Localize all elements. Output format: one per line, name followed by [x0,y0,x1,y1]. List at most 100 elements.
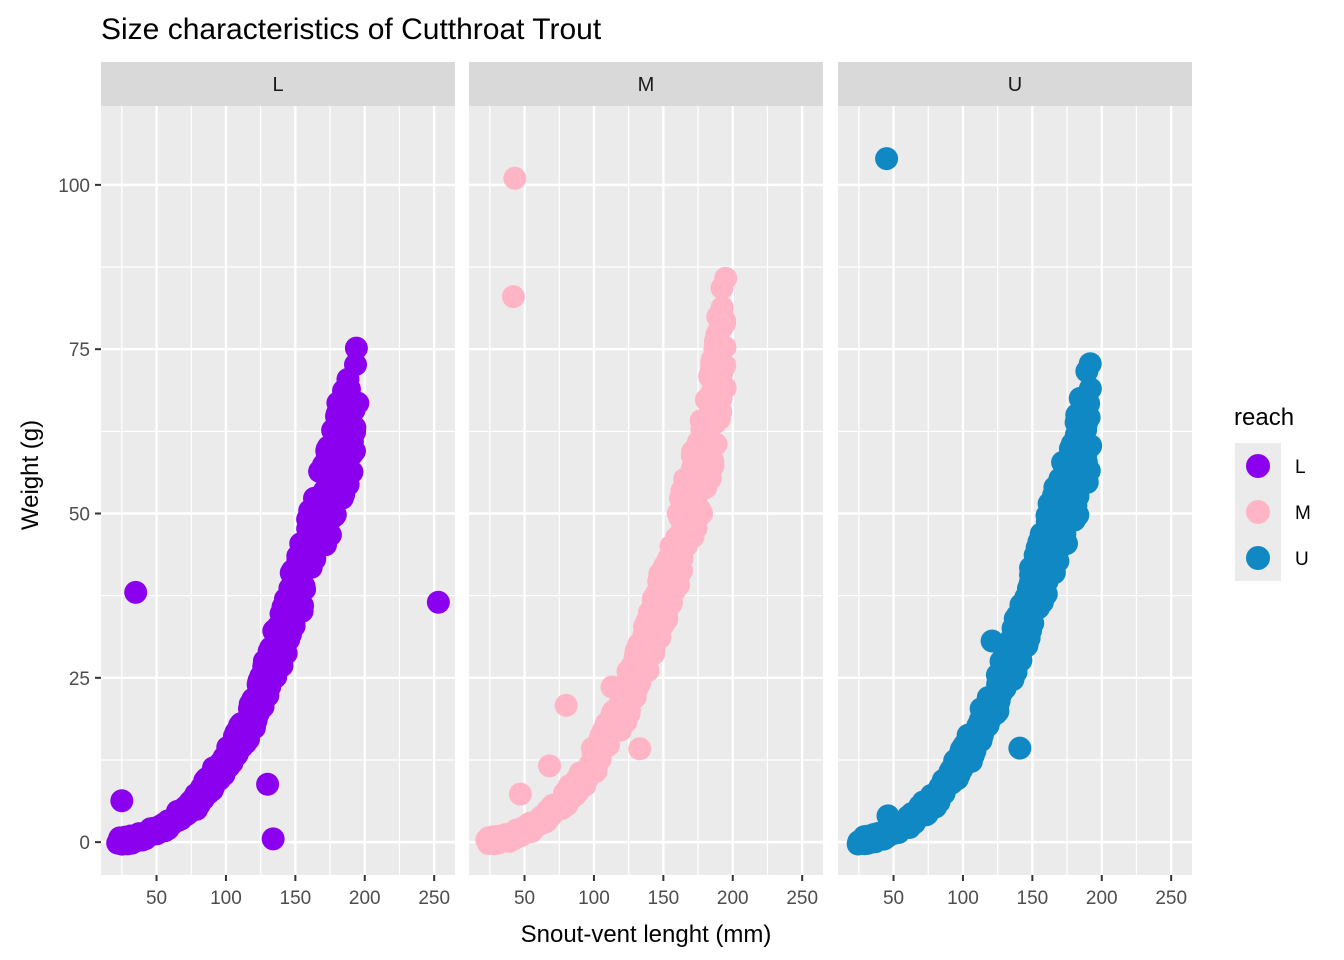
data-point [648,626,672,650]
data-point [279,561,303,585]
chart-title: Size characteristics of Cutthroat Trout [101,13,602,46]
x-tick-label: 150 [1017,888,1049,909]
data-point [1019,619,1043,643]
data-point-outlier [256,772,280,796]
data-point [860,825,884,849]
x-axis-label: Snout-vent lenght (mm) [521,921,772,948]
points-U [846,147,1103,856]
legend-label: M [1295,503,1311,524]
data-point-outlier [124,580,148,604]
facet-panel-U: U [838,62,1192,875]
data-point [246,673,270,697]
data-point [689,409,713,433]
x-tick-label: 100 [947,888,979,909]
y-tick-label: 100 [58,176,90,197]
data-point [339,432,363,456]
data-point [344,336,368,360]
x-tick-label: 250 [418,888,450,909]
data-point [709,386,733,410]
data-point [982,698,1006,722]
data-point-outlier [875,147,899,171]
y-axis-label: Weight (g) [17,420,44,530]
x-tick-label: 150 [280,888,312,909]
data-point [670,546,694,570]
data-point [1046,492,1070,516]
legend-key-U [1246,546,1270,570]
data-point [289,532,313,556]
data-point [498,823,522,847]
data-point [265,657,289,681]
data-point-outlier [261,827,285,851]
legend-key-M [1246,500,1270,524]
x-tick-label: 100 [578,888,610,909]
points-M [475,166,738,856]
legend-label: U [1295,549,1309,570]
data-point-outlier [325,406,349,430]
data-point [671,516,695,540]
facet-strip [101,62,455,106]
data-point-outlier [346,391,370,415]
y-tick-label: 25 [69,669,90,690]
data-point [998,646,1022,670]
facet-panel-L: L [101,62,455,875]
data-point-outlier [554,693,578,717]
data-point [938,771,962,795]
data-point [1039,516,1063,540]
data-point-outlier [426,590,450,614]
data-point-outlier [876,804,900,828]
data-point [601,713,625,737]
legend: reach L M U [1234,404,1311,581]
facet-strip-label: M [638,74,655,96]
data-point-outlier [501,285,525,309]
data-point [1068,450,1092,474]
data-point [232,728,256,752]
data-point [673,467,697,491]
data-point [315,439,339,463]
y-axis: 0 25 50 75 100 [58,176,101,854]
data-point [264,617,288,641]
data-point [518,811,542,835]
x-tick-label: 200 [717,888,749,909]
data-point-outlier [508,782,532,806]
data-point-outlier [110,789,134,813]
legend-title: reach [1234,404,1294,431]
legend-label: L [1295,457,1306,478]
data-point [618,664,642,688]
data-point [624,644,648,668]
data-point [594,734,618,758]
data-point [191,777,215,801]
data-point [558,775,582,799]
data-point [668,486,692,510]
data-point [238,693,262,717]
data-point-outlier [538,754,562,778]
x-tick-label: 100 [210,888,242,909]
data-point-outlier [980,629,1004,653]
data-point-outlier [711,357,735,381]
facet-strip-label: U [1008,74,1022,96]
data-point-outlier [1008,736,1032,760]
data-point-outlier [1065,403,1089,427]
facet-strip-label: L [272,74,283,96]
data-point [638,600,662,624]
data-point [658,573,682,597]
x-axes: 50 100 150 200 250 50 100 150 200 250 50 100 150 200 2… [146,875,1187,909]
data-point-outlier [628,737,652,761]
data-point-outlier [1079,434,1103,458]
data-point [923,787,947,811]
x-tick-label: 50 [514,888,535,909]
data-point [306,518,330,542]
y-tick-label: 50 [69,505,90,526]
x-tick-label: 50 [146,888,167,909]
facet-strip [838,62,1192,106]
data-point [163,808,187,832]
x-tick-label: 150 [648,888,680,909]
data-point-outlier [707,319,731,343]
legend-key-L [1246,454,1270,478]
x-tick-label: 250 [786,888,818,909]
facet-strip [469,62,823,106]
data-point [714,266,738,290]
y-tick-label: 75 [69,340,90,361]
data-point-outlier [503,166,527,190]
x-tick-label: 200 [349,888,381,909]
